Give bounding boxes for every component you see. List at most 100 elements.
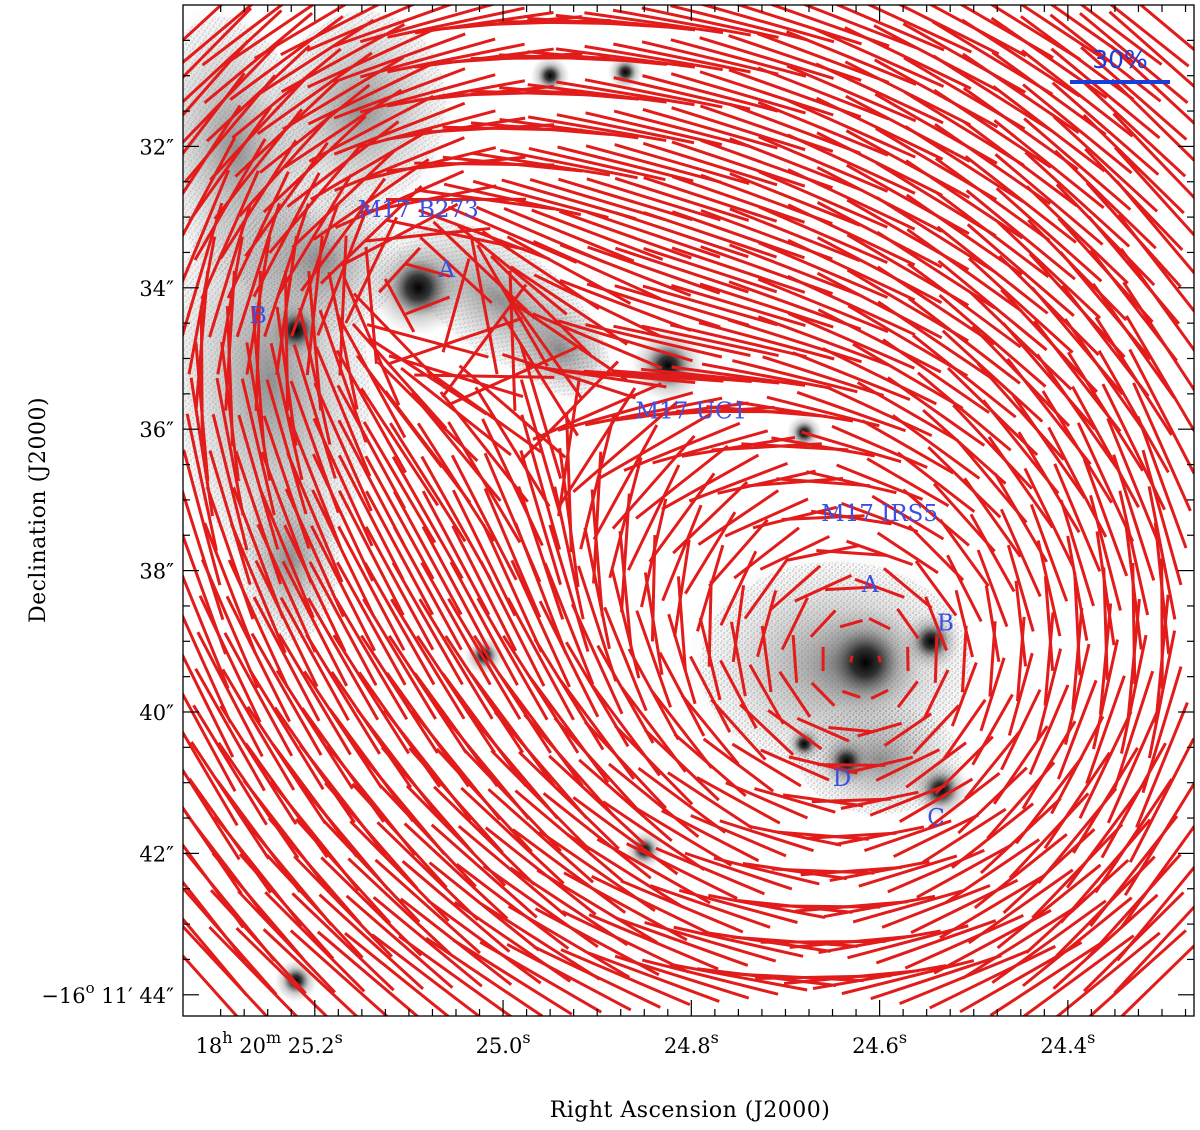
polarization-vector: [710, 698, 767, 761]
polarization-vector: [964, 155, 1077, 244]
polarization-vector: [996, 221, 1102, 320]
polarization-vector: [430, 823, 538, 919]
polarization-vector: [401, 860, 511, 953]
polarization-vector: [822, 347, 937, 406]
polarization-vector: [834, 5, 945, 52]
polarization-vector: [1109, 5, 1190, 68]
polarization-vector: [267, 817, 362, 925]
polarization-vector: [938, 293, 1047, 388]
polarization-vector: [359, 109, 496, 149]
polarization-vector: [511, 828, 627, 914]
polarization-vector: [282, 56, 404, 131]
polarization-vector: [223, 632, 294, 757]
polarization-vector: [557, 145, 694, 183]
polarization-vector: [877, 300, 995, 382]
polarization-vector: [1008, 792, 1090, 880]
polarization-vector: [1036, 353, 1119, 470]
polarization-vector: [289, 929, 389, 1016]
polarization-vector: [336, 561, 407, 686]
polarization-vector: [869, 784, 946, 817]
polarization-vector: [841, 689, 861, 699]
polarization-vector: [560, 948, 691, 1006]
polarization-vector: [816, 236, 943, 304]
polarization-vector: [729, 172, 861, 227]
polarization-vector: [614, 954, 750, 1000]
polarization-vector: [279, 596, 350, 722]
polarization-vector: [1050, 47, 1161, 140]
polarization-vector: [724, 497, 809, 538]
polarization-vector: [340, 202, 459, 267]
x-tick-label: 24.4s: [1040, 1028, 1095, 1058]
polarization-vector: [219, 139, 298, 260]
polarization-vector: [1081, 80, 1187, 178]
polarization-vector: [922, 669, 950, 720]
polarization-vector: [447, 205, 578, 264]
polarization-vector: [283, 524, 347, 653]
polarization-vector: [338, 454, 405, 581]
polarization-vector: [979, 657, 1006, 732]
polarization-vector: [578, 758, 673, 843]
polarization-vector: [642, 141, 778, 187]
y-tick-label: 36″: [139, 418, 174, 442]
polarization-vector: [787, 311, 915, 370]
polarization-vector: [518, 360, 620, 463]
polarization-vector: [1006, 544, 1035, 632]
polarization-vector: [183, 5, 254, 65]
polarization-vector: [591, 874, 717, 938]
polarization-vector: [335, 349, 407, 474]
polarization-vector: [655, 846, 766, 896]
polarization-vector: [585, 144, 722, 184]
polarization-vector: [635, 444, 729, 520]
polarization-vector: [757, 100, 889, 157]
polarization-vector: [1154, 594, 1170, 724]
polarization-vector: [1057, 679, 1098, 780]
polarization-vector: [613, 76, 751, 111]
polarization-vector: [857, 721, 903, 738]
polarization-vector: [688, 461, 789, 503]
polarization-vector: [557, 391, 694, 432]
polarization-vector: [333, 67, 466, 120]
polarization-vector: [641, 6, 779, 39]
polarization-vector: [866, 457, 950, 508]
polarization-vector: [183, 202, 224, 338]
polarization-vector: [497, 672, 584, 787]
polarization-vector: [964, 730, 1022, 800]
polarization-vector: [1076, 422, 1135, 543]
polarization-vector: [219, 705, 298, 825]
polarization-vector: [957, 766, 1028, 835]
polarization-vector: [701, 362, 832, 390]
polarization-vector: [661, 504, 703, 602]
polarization-vector: [500, 148, 638, 180]
polarization-vector: [316, 930, 420, 1016]
polarization-vector: [1128, 737, 1194, 863]
polarization-vector: [209, 889, 307, 995]
polarization-vector: [1028, 684, 1070, 775]
polarization-vector: [307, 597, 380, 721]
polarization-vector: [729, 243, 861, 297]
polarization-vector: [1022, 83, 1133, 175]
polarization-vector: [555, 13, 696, 32]
polarization-vector: [917, 371, 1012, 452]
polarization-vector: [936, 225, 1049, 315]
polarization-vector: [183, 767, 241, 861]
polarization-vector: [538, 600, 600, 718]
polarization-vector: [1024, 151, 1131, 248]
polarization-vector: [673, 925, 804, 958]
polarization-vector: [754, 787, 836, 814]
polarization-vector: [831, 424, 928, 469]
polarization-vector: [572, 400, 679, 494]
polarization-vectors: [183, 5, 1194, 1016]
polarization-vector: [1119, 824, 1194, 929]
polarization-vector: [1128, 348, 1194, 475]
polarization-vector: [471, 151, 611, 177]
polarization-vector: [910, 878, 1019, 934]
polarization-vector: [620, 879, 744, 934]
y-tick-label: 34″: [139, 277, 174, 301]
polarization-vector: [748, 663, 785, 725]
polarization-vector: [846, 539, 914, 567]
polarization-vector: [183, 72, 246, 156]
polarization-vector: [229, 15, 344, 101]
polarization-vector: [912, 704, 960, 755]
polarization-vector: [671, 246, 806, 294]
polarization-vector: [365, 490, 434, 616]
